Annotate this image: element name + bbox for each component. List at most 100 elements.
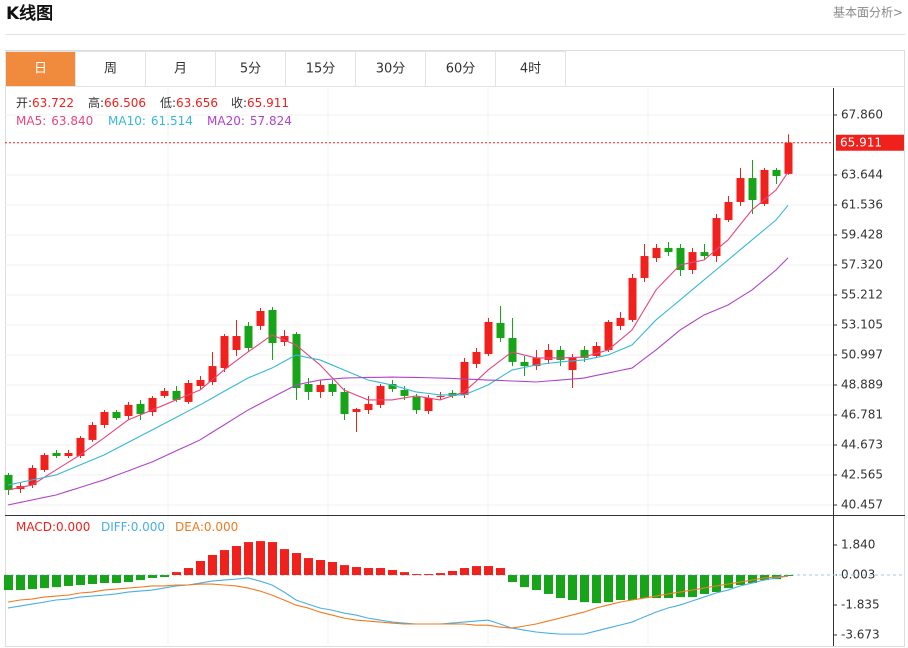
macd-bar bbox=[484, 566, 493, 576]
macd-bar bbox=[592, 575, 601, 604]
macd-bar bbox=[208, 554, 217, 576]
macd-bar bbox=[268, 542, 277, 576]
candle-body bbox=[184, 383, 193, 402]
macd-bar bbox=[280, 549, 289, 576]
candle-body bbox=[352, 409, 361, 413]
macd-bar bbox=[364, 568, 373, 576]
macd-bar bbox=[616, 575, 625, 601]
y-tick-label: 57.320 bbox=[841, 258, 883, 272]
candle-body bbox=[364, 403, 373, 411]
macd-bar bbox=[700, 575, 709, 594]
macd-bar bbox=[352, 567, 361, 576]
macd-bar bbox=[568, 575, 577, 601]
macd-bar bbox=[52, 575, 61, 588]
candle-body bbox=[496, 322, 505, 339]
candle-body bbox=[412, 396, 421, 411]
macd-bar bbox=[232, 545, 241, 576]
tab-label[interactable]: 月 bbox=[174, 62, 187, 77]
macd-bar bbox=[736, 575, 745, 585]
y-tick-label: -3.673 bbox=[841, 627, 880, 641]
candle-body bbox=[652, 247, 661, 259]
candle-body bbox=[136, 403, 145, 415]
candle-body bbox=[196, 380, 205, 386]
macd-name: MACD: bbox=[16, 520, 56, 534]
macd-bar bbox=[532, 575, 541, 591]
macd-bar bbox=[340, 565, 349, 576]
candle-body bbox=[400, 389, 409, 396]
candle-body bbox=[52, 453, 61, 457]
tab[interactable] bbox=[75, 51, 146, 87]
macd-bar bbox=[436, 573, 445, 576]
ma-line bbox=[7, 204, 789, 486]
fundamental-link[interactable]: 基本面分析> bbox=[833, 6, 903, 20]
candle-body bbox=[208, 366, 217, 383]
candle-body bbox=[160, 390, 169, 396]
candle-body bbox=[124, 404, 133, 417]
candle-body bbox=[100, 412, 109, 425]
candle-body bbox=[304, 384, 313, 392]
macd-bar bbox=[580, 575, 589, 603]
tab[interactable] bbox=[495, 51, 566, 87]
macd-bar bbox=[28, 575, 37, 590]
candle-body bbox=[724, 201, 733, 221]
macd-bar bbox=[460, 568, 469, 576]
macd-bar bbox=[220, 550, 229, 576]
macd-bar bbox=[160, 575, 169, 577]
macd-bar bbox=[448, 570, 457, 576]
candle-body bbox=[328, 384, 337, 392]
candle-body bbox=[556, 349, 565, 360]
macd-bar bbox=[100, 575, 109, 584]
macd-bar bbox=[412, 574, 421, 576]
macd-bar bbox=[172, 572, 181, 576]
y-tick-label: 67.860 bbox=[841, 107, 883, 121]
ohlc-value: 63.656 bbox=[176, 96, 218, 110]
tab-label[interactable]: 4时 bbox=[520, 62, 541, 77]
macd-bar bbox=[64, 575, 73, 586]
macd-bar bbox=[244, 542, 253, 576]
y-tick-label: 48.889 bbox=[841, 378, 883, 392]
macd-bar bbox=[196, 561, 205, 576]
tab[interactable] bbox=[425, 51, 496, 87]
y-tick-label: 55.212 bbox=[841, 288, 883, 302]
candle-body bbox=[148, 397, 157, 413]
tab-label[interactable]: 30分 bbox=[376, 62, 406, 77]
macd-bar bbox=[508, 575, 517, 583]
y-tick-label: -1.835 bbox=[841, 597, 880, 611]
ohlc-label: 低: bbox=[160, 96, 176, 110]
candle-body bbox=[436, 395, 445, 397]
macd-bar bbox=[376, 568, 385, 576]
ohlc-label: 高: bbox=[88, 95, 104, 110]
macd-bar bbox=[136, 575, 145, 581]
macd-bar bbox=[292, 553, 301, 576]
macd-bar bbox=[604, 575, 613, 603]
ma-name: MA5: bbox=[16, 114, 46, 128]
last-price-label: 65.911 bbox=[840, 136, 882, 150]
tab[interactable] bbox=[5, 51, 76, 87]
macd-bar bbox=[124, 575, 133, 583]
tab-label[interactable]: 5分 bbox=[240, 62, 261, 77]
candle-body bbox=[592, 345, 601, 356]
macd-bar bbox=[748, 575, 757, 584]
macd-bar bbox=[148, 575, 157, 578]
last-price-tag bbox=[836, 134, 904, 151]
candle-body bbox=[472, 351, 481, 364]
macd-bar bbox=[40, 575, 49, 589]
tab-label[interactable]: 周 bbox=[104, 62, 117, 77]
tab-label[interactable]: 60分 bbox=[446, 62, 476, 77]
candle-body bbox=[28, 467, 37, 486]
candle-body bbox=[424, 397, 433, 412]
candle-body bbox=[520, 361, 529, 367]
candle-body bbox=[604, 321, 613, 350]
y-tick-label: 42.565 bbox=[841, 468, 883, 482]
tab[interactable] bbox=[355, 51, 426, 87]
macd-line bbox=[7, 575, 789, 635]
macd-bar bbox=[328, 561, 337, 576]
tab-label[interactable]: 15分 bbox=[306, 62, 336, 77]
tab-label[interactable]: 日 bbox=[34, 62, 47, 77]
candle-body bbox=[760, 169, 769, 204]
y-tick-label: 46.781 bbox=[841, 408, 883, 422]
candle-body bbox=[772, 169, 781, 177]
macd-bar bbox=[520, 575, 529, 588]
